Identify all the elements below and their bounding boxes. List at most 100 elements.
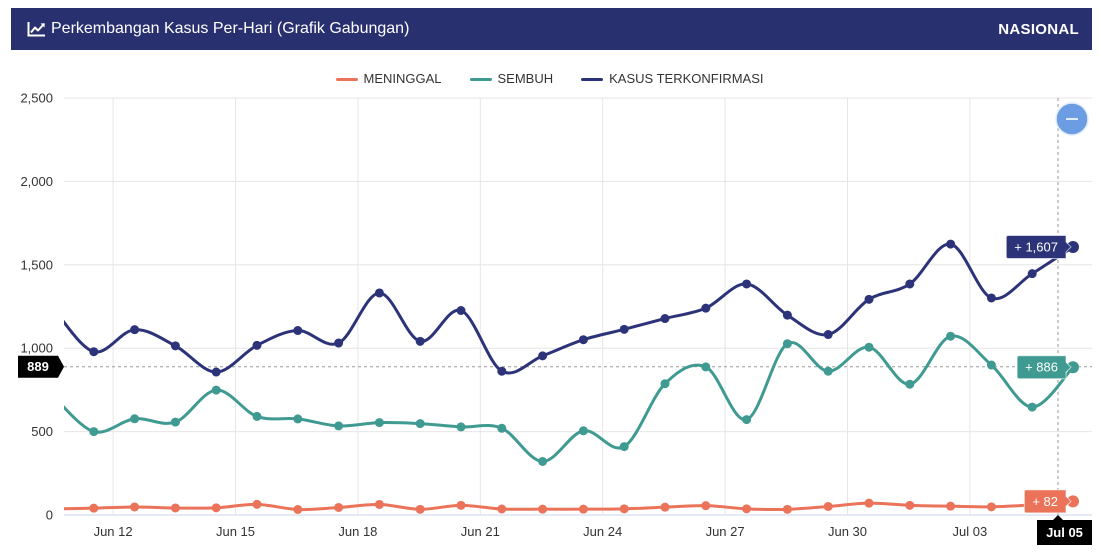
kasus-terkonfirmasi-point[interactable] <box>170 341 180 351</box>
kasus-terkonfirmasi-point[interactable] <box>742 279 752 289</box>
sembuh-point[interactable] <box>946 331 956 341</box>
kasus-terkonfirmasi-point[interactable] <box>1027 269 1037 279</box>
y-tick-label: 0 <box>46 508 53 523</box>
sembuh-point[interactable] <box>89 427 99 437</box>
crosshair-x-label: Jul 05 <box>1046 525 1083 540</box>
sembuh-point[interactable] <box>782 339 792 349</box>
meninggal-point[interactable] <box>415 504 425 514</box>
kasus-terkonfirmasi-point[interactable] <box>1067 240 1079 253</box>
meninggal-point[interactable] <box>1067 495 1079 508</box>
kasus-terkonfirmasi-point[interactable] <box>701 303 711 313</box>
sembuh-point[interactable] <box>170 417 180 427</box>
sembuh-point[interactable] <box>334 421 344 431</box>
kasus-terkonfirmasi-point[interactable] <box>864 294 874 304</box>
meninggal-point[interactable] <box>619 504 629 514</box>
sembuh-point[interactable] <box>619 442 629 452</box>
sembuh-point[interactable] <box>415 419 425 429</box>
zoom-out-button[interactable] <box>1055 102 1089 136</box>
kasus-terkonfirmasi-point[interactable] <box>49 304 58 313</box>
kasus-terkonfirmasi-point[interactable] <box>905 279 915 289</box>
series-sembuh <box>49 331 1075 466</box>
kasus-terkonfirmasi-point[interactable] <box>497 366 507 376</box>
series-layer <box>49 239 1075 514</box>
sembuh-point[interactable] <box>538 456 548 466</box>
legend-item-sembuh[interactable]: SEMBUH <box>469 70 553 88</box>
chart-header: Perkembangan Kasus Per-Hari (Grafik Gabu… <box>11 8 1092 50</box>
meninggal-point[interactable] <box>946 501 956 511</box>
meninggal-point[interactable] <box>701 501 711 511</box>
y-tick-label: 500 <box>31 424 53 439</box>
meninggal-point[interactable] <box>456 500 466 510</box>
meninggal-point[interactable] <box>374 499 384 509</box>
kasus-terkonfirmasi-point[interactable] <box>374 288 384 298</box>
kasus-terkonfirmasi-point[interactable] <box>293 326 303 336</box>
meninggal-point[interactable] <box>334 502 344 512</box>
meninggal-point[interactable] <box>782 504 792 514</box>
sembuh-point[interactable] <box>252 411 262 421</box>
sembuh-point[interactable] <box>986 360 996 370</box>
kasus-terkonfirmasi-point[interactable] <box>782 310 792 320</box>
meninggal-point[interactable] <box>660 502 670 512</box>
kasus-terkonfirmasi-point[interactable] <box>619 324 629 334</box>
sembuh-point[interactable] <box>456 422 466 432</box>
sembuh-point[interactable] <box>701 362 711 372</box>
sembuh-hover-value: + 886 <box>1025 360 1058 375</box>
meninggal-point[interactable] <box>986 502 996 512</box>
meninggal-line <box>64 499 1075 512</box>
kasus-terkonfirmasi-point[interactable] <box>252 340 262 350</box>
sembuh-point[interactable] <box>864 342 874 352</box>
kasus-terkonfirmasi-point[interactable] <box>415 336 425 346</box>
meninggal-point[interactable] <box>293 504 303 514</box>
sembuh-point[interactable] <box>823 366 833 376</box>
meninggal-point[interactable] <box>170 503 180 513</box>
sembuh-point[interactable] <box>211 385 221 395</box>
sembuh-point[interactable] <box>905 379 915 389</box>
meninggal-point[interactable] <box>211 503 221 513</box>
meninggal-point[interactable] <box>89 503 99 513</box>
x-tick-label: Jun 15 <box>216 524 255 539</box>
meninggal-point[interactable] <box>578 504 588 514</box>
sembuh-point[interactable] <box>497 423 507 433</box>
kasus-terkonfirmasi-point[interactable] <box>660 314 670 324</box>
sembuh-point[interactable] <box>1027 402 1037 412</box>
kasus-terkonfirmasi-point[interactable] <box>456 306 466 316</box>
meninggal-point[interactable] <box>130 502 140 512</box>
kasus-terkonfirmasi-point[interactable] <box>130 325 140 335</box>
y-tick-label: 2,000 <box>20 174 53 189</box>
grid-layer <box>64 97 1092 516</box>
sembuh-point[interactable] <box>578 426 588 436</box>
meninggal-point[interactable] <box>538 504 548 514</box>
sembuh-point[interactable] <box>374 418 384 428</box>
kasus-terkonfirmasi-line <box>64 242 1075 375</box>
sembuh-point[interactable] <box>742 415 752 425</box>
sembuh-point[interactable] <box>130 414 140 424</box>
meninggal-point[interactable] <box>252 499 262 509</box>
kasus-terkonfirmasi-point[interactable] <box>823 330 833 340</box>
legend-item-kasus-terkonfirmasi[interactable]: KASUS TERKONFIRMASI <box>581 70 763 88</box>
sembuh-point[interactable] <box>293 414 303 424</box>
meninggal-point[interactable] <box>823 501 833 511</box>
sembuh-point[interactable] <box>49 391 58 400</box>
sembuh-hover-label: + 886 <box>1016 355 1072 380</box>
meninggal-point[interactable] <box>742 504 752 514</box>
kasus-terkonfirmasi-point[interactable] <box>578 335 588 345</box>
legend-item-meninggal[interactable]: MENINGGAL <box>335 70 442 88</box>
kasus-terkonfirmasi-hover-box <box>1005 234 1072 259</box>
kasus-terkonfirmasi-point[interactable] <box>89 347 99 357</box>
kasus-terkonfirmasi-point[interactable] <box>986 293 996 303</box>
kasus-terkonfirmasi-point[interactable] <box>946 239 956 249</box>
meninggal-hover-label: + 82 <box>1023 489 1072 514</box>
meninggal-point[interactable] <box>864 498 874 508</box>
x-tick-label: Jun 12 <box>94 524 133 539</box>
page-title: Perkembangan Kasus Per-Hari (Grafik Gabu… <box>51 20 410 37</box>
sembuh-point[interactable] <box>1067 361 1079 374</box>
kasus-terkonfirmasi-point[interactable] <box>211 367 221 377</box>
kasus-terkonfirmasi-point[interactable] <box>538 351 548 361</box>
meninggal-point[interactable] <box>497 504 507 514</box>
meninggal-point[interactable] <box>905 500 915 510</box>
chart-line-icon <box>27 21 46 37</box>
crosshair-y-label: 889 <box>27 359 49 374</box>
kasus-terkonfirmasi-point[interactable] <box>334 338 344 348</box>
sembuh-point[interactable] <box>660 379 670 389</box>
